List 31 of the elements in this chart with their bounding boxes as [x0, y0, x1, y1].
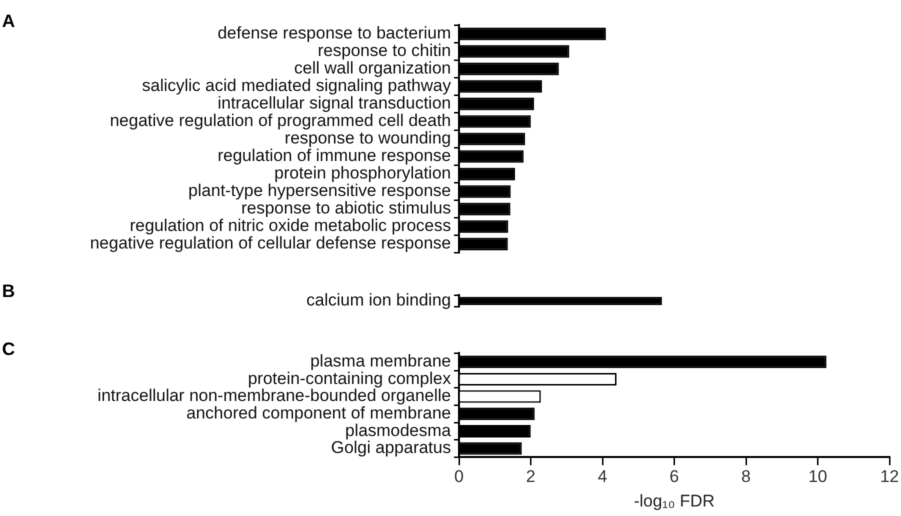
- text: B: [2, 281, 15, 301]
- y-tick-label: negative regulation of programmed cell death: [110, 111, 451, 130]
- y-tick-label: regulation of nitric oxide metabolic process: [130, 216, 451, 236]
- x-tick-label: 8: [741, 467, 751, 486]
- y-tick-label: calcium ion binding: [306, 290, 451, 310]
- y-tick-label: salicylic acid mediated signaling pathway: [142, 76, 452, 96]
- y-tick-label: response to abiotic stimulus: [241, 198, 451, 218]
- x-tick-label: 0: [454, 467, 464, 486]
- y-tick-label: defense response to bacterium: [218, 24, 451, 43]
- y-tick-label: anchored component of membrane: [186, 404, 451, 423]
- y-tick-label: protein-containing complex: [248, 368, 452, 388]
- x-tick-label: 4: [598, 467, 608, 486]
- y-tick-label: negative regulation of cellular defense response: [90, 234, 451, 253]
- x-tick-label: 2: [526, 467, 536, 486]
- y-tick-label: response to chitin: [318, 41, 451, 60]
- x-tick-label: 10: [808, 467, 828, 486]
- y-tick-label: plant-type hypersensitive response: [188, 181, 451, 200]
- x-tick-label: 6: [670, 467, 680, 486]
- y-tick-label: plasma membrane: [310, 352, 451, 371]
- x-axis-title: -log₁₀ FDR: [634, 491, 715, 510]
- y-tick-label: protein phosphorylation: [274, 164, 451, 183]
- y-tick-label: response to wounding: [284, 128, 451, 148]
- x-tick-label: 12: [880, 467, 900, 486]
- y-tick-label: Golgi apparatus: [330, 438, 451, 458]
- y-tick-label: regulation of immune response: [218, 146, 451, 166]
- y-tick-label: plasmodesma: [345, 420, 452, 440]
- y-tick-label: intracellular signal transduction: [218, 94, 451, 113]
- text: A: [2, 11, 15, 31]
- text: C: [2, 339, 15, 359]
- y-tick-label: cell wall organization: [294, 58, 451, 78]
- y-tick-label: intracellular non-membrane-bounded organelle: [98, 386, 451, 406]
